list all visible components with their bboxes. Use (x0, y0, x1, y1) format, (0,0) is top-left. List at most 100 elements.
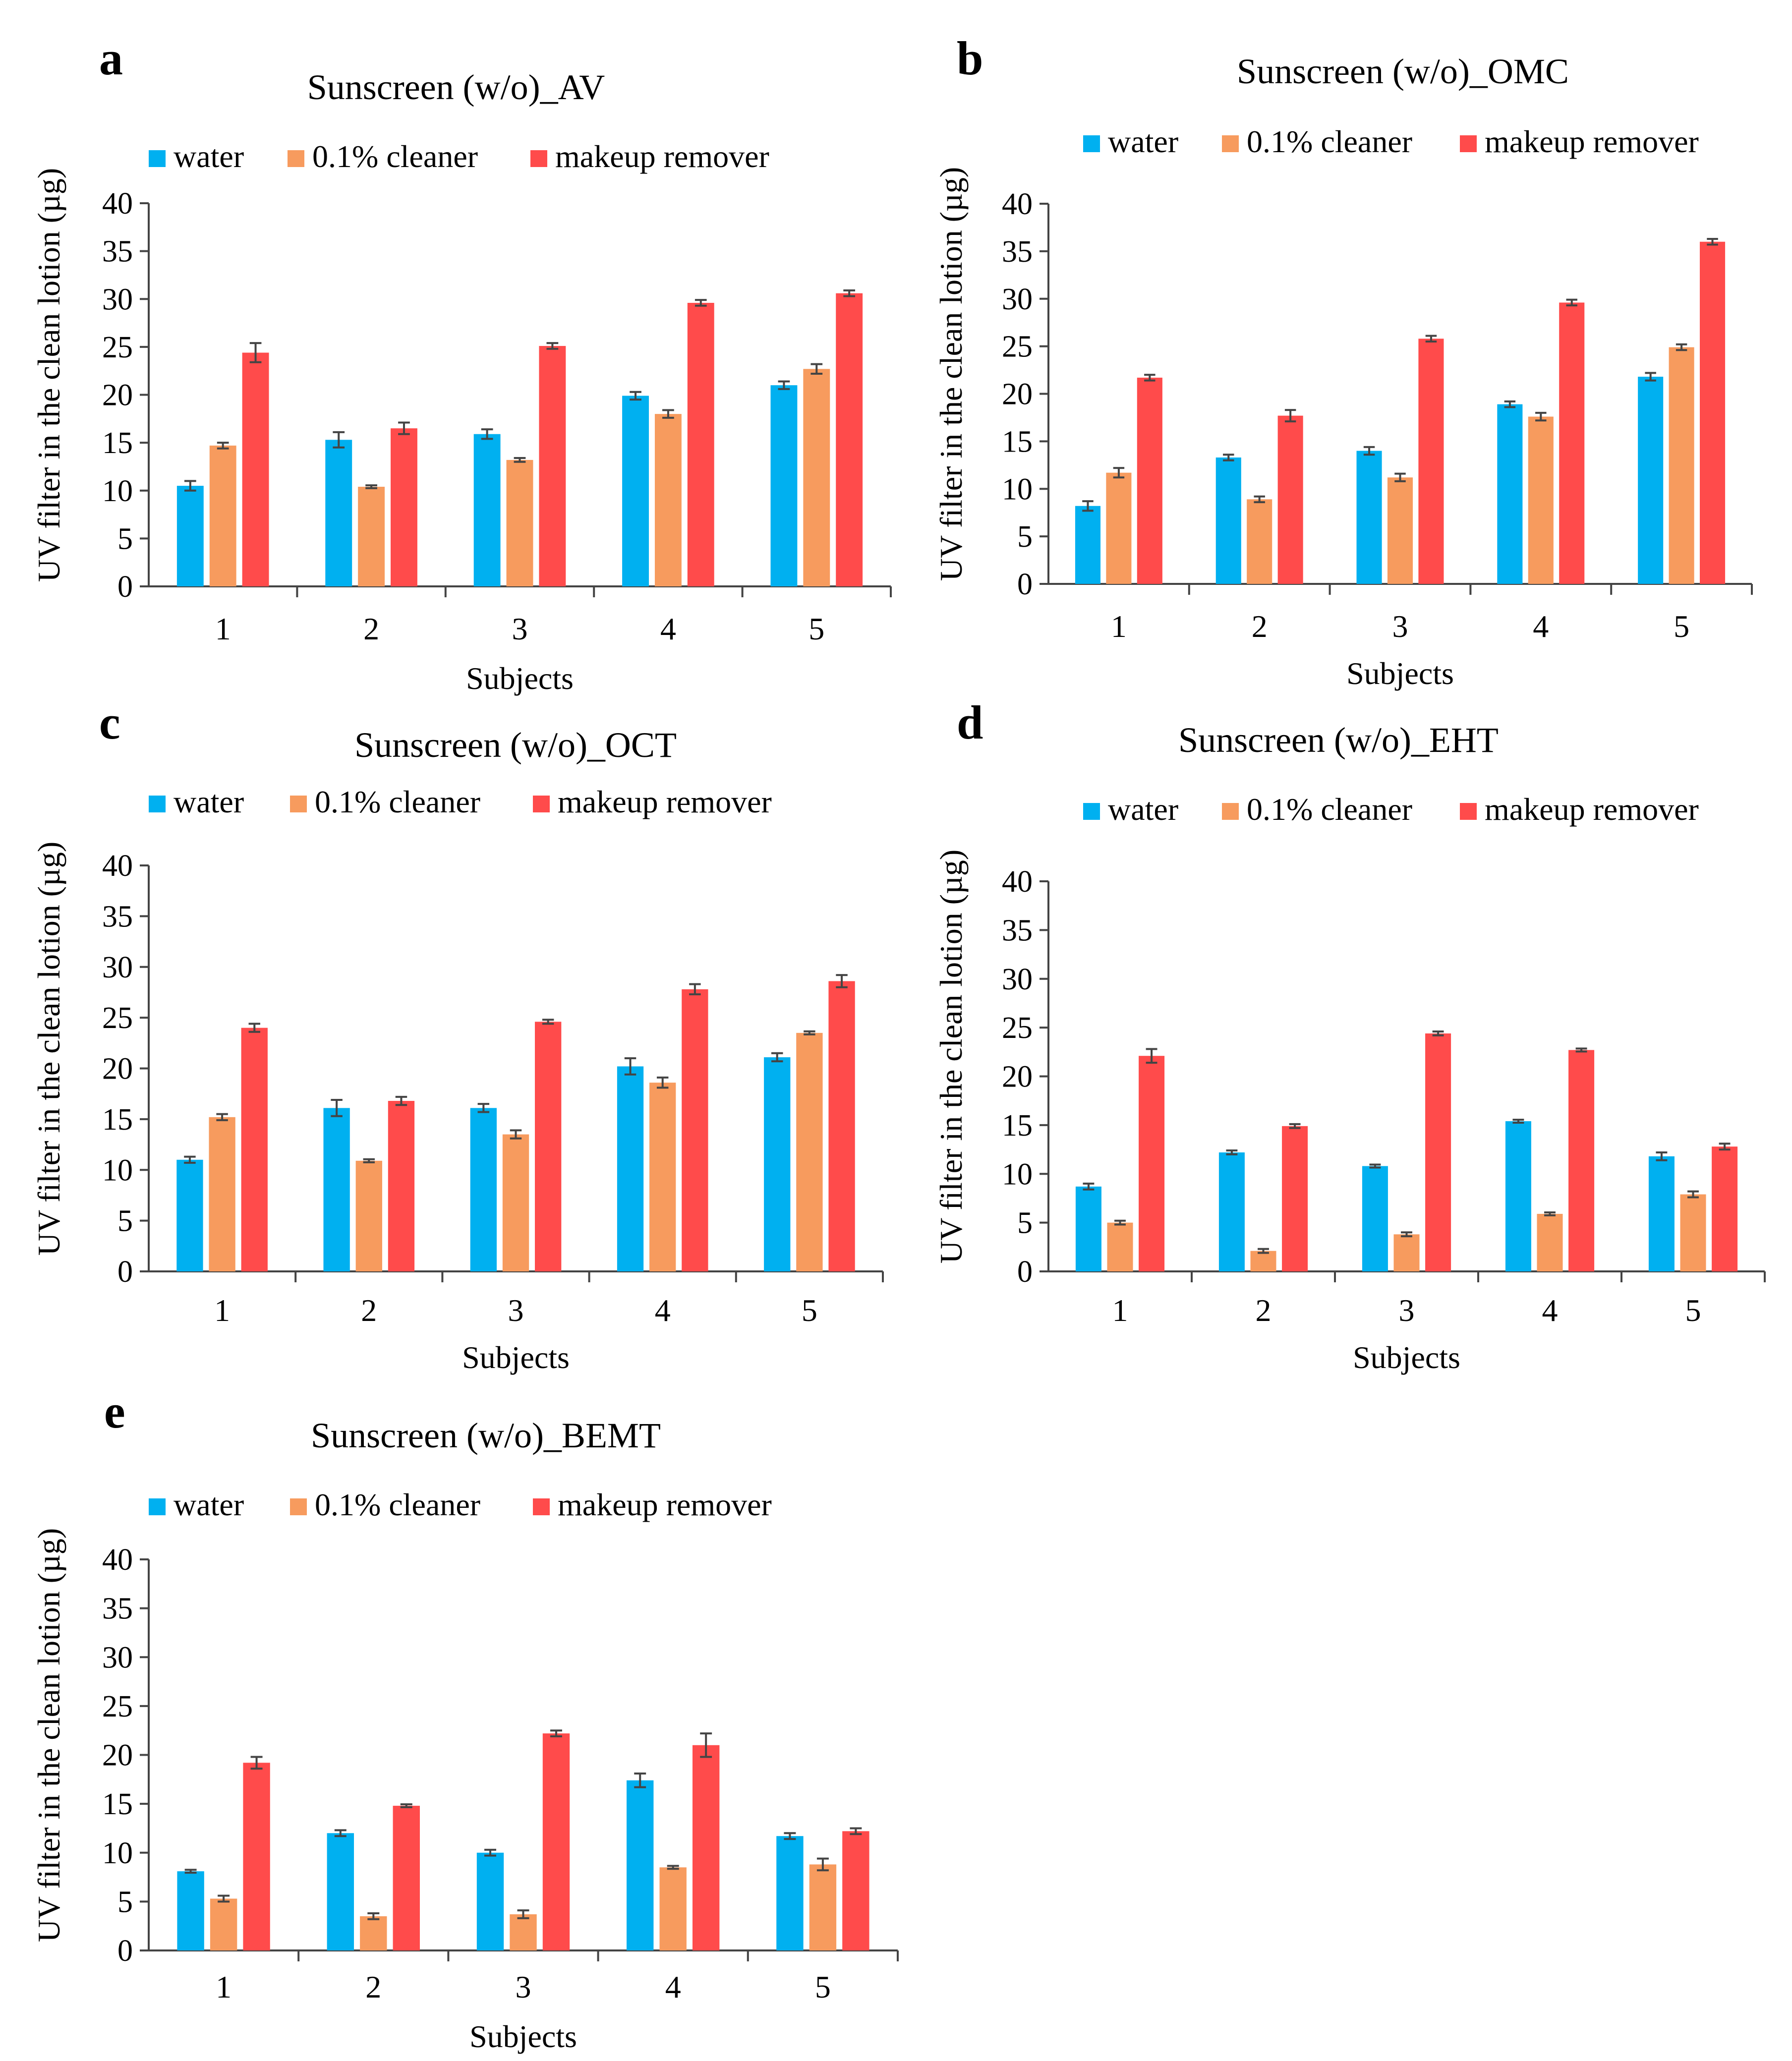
y-tick-label: 25 (102, 331, 133, 364)
bar-remover-subject-4 (1568, 1050, 1595, 1271)
panel-label: c (99, 696, 120, 749)
bar-water-subject-4 (617, 1066, 644, 1271)
bar-cleaner-subject-5 (809, 1864, 837, 1950)
y-tick-label: 0 (1017, 568, 1033, 601)
x-axis-label: Subjects (469, 2019, 577, 2054)
bar-water-subject-3 (1356, 451, 1382, 584)
bar-cleaner-subject-2 (358, 487, 385, 586)
y-axis-label: UV filter in the clean lotion (µg) (933, 850, 969, 1263)
x-tick-label: 5 (802, 1293, 817, 1328)
y-tick-label: 10 (1002, 472, 1033, 506)
y-tick-label: 35 (1002, 235, 1033, 269)
y-tick-label: 5 (117, 522, 133, 556)
y-tick-label: 25 (1002, 1011, 1033, 1045)
bar-cleaner-subject-5 (1669, 347, 1694, 584)
legend-swatch-remover (530, 150, 547, 167)
bar-water-subject-3 (1362, 1166, 1388, 1271)
legend-label-cleaner: 0.1% cleaner (315, 784, 480, 819)
legend-label-remover: makeup remover (555, 139, 769, 174)
y-tick-label: 10 (102, 474, 133, 508)
bar-water-subject-2 (323, 1108, 350, 1271)
y-tick-label: 15 (102, 1103, 133, 1137)
x-tick-label: 1 (1111, 609, 1127, 644)
bar-cleaner-subject-4 (659, 1867, 687, 1950)
bar-remover-subject-5 (1712, 1146, 1738, 1271)
bar-remover-subject-1 (1139, 1056, 1165, 1271)
bar-remover-subject-3 (535, 1022, 562, 1271)
y-tick-label: 20 (1002, 378, 1033, 411)
bar-remover-subject-5 (842, 1831, 869, 1950)
x-tick-label: 5 (815, 1969, 831, 2004)
y-tick-label: 30 (102, 1641, 133, 1674)
bar-remover-subject-3 (1425, 1033, 1451, 1271)
bar-water-subject-4 (622, 396, 649, 586)
legend: water 0.1% cleaner makeup remover (149, 139, 769, 174)
bar-water-subject-5 (1638, 376, 1664, 584)
bar-remover-subject-1 (1137, 377, 1162, 584)
x-tick-label: 2 (361, 1293, 377, 1328)
y-tick-label: 20 (102, 1052, 133, 1086)
legend-label-water: water (173, 139, 244, 174)
y-tick-label: 25 (102, 1001, 133, 1035)
y-tick-label: 30 (1002, 283, 1033, 316)
bar-cleaner-subject-5 (803, 369, 830, 586)
y-tick-label: 40 (1002, 865, 1033, 899)
bar-cleaner-subject-5 (1680, 1194, 1706, 1271)
x-tick-label: 5 (809, 611, 824, 646)
y-axis-label: UV filter in the clean lotion (µg) (31, 168, 66, 582)
x-tick-label: 1 (215, 611, 231, 646)
chart-title: Sunscreen (w/o)_OMC (1237, 52, 1569, 91)
y-tick-label: 0 (117, 1255, 133, 1289)
x-tick-label: 3 (516, 1969, 531, 2004)
legend: water 0.1% cleaner makeup remover (1083, 124, 1699, 159)
bar-remover-subject-3 (539, 345, 566, 586)
bar-water-subject-5 (770, 385, 798, 586)
y-tick-label: 30 (1002, 963, 1033, 996)
legend-label-water: water (1108, 792, 1178, 827)
legend-swatch-remover (533, 1498, 550, 1515)
legend: water 0.1% cleaner makeup remover (149, 1487, 772, 1522)
x-tick-label: 4 (655, 1293, 671, 1328)
bar-water-subject-1 (177, 1871, 204, 1950)
legend-label-remover: makeup remover (558, 1487, 772, 1522)
bar-cleaner-subject-3 (502, 1134, 529, 1271)
y-axis-label: UV filter in the clean lotion (µg) (933, 167, 969, 581)
x-tick-label: 3 (1399, 1293, 1415, 1328)
x-tick-label: 2 (365, 1969, 381, 2004)
x-tick-label: 3 (1392, 609, 1408, 644)
x-tick-label: 4 (1542, 1293, 1558, 1328)
bar-cleaner-subject-5 (796, 1032, 823, 1271)
x-axis-label: Subjects (1353, 1340, 1460, 1375)
bar-water-subject-5 (776, 1836, 804, 1950)
bar-remover-subject-4 (692, 1745, 720, 1950)
bar-cleaner-subject-4 (1528, 416, 1554, 584)
legend-label-cleaner: 0.1% cleaner (315, 1487, 480, 1522)
bar-remover-subject-2 (391, 428, 417, 586)
bar-cleaner-subject-2 (1247, 499, 1272, 584)
bar-water-subject-3 (470, 1108, 497, 1271)
legend-swatch-water (1083, 135, 1100, 152)
legend-label-remover: makeup remover (1485, 792, 1699, 827)
legend-swatch-water (1083, 803, 1100, 820)
legend-label-water: water (173, 1487, 244, 1522)
bar-water-subject-1 (176, 1159, 203, 1271)
bar-water-subject-1 (1075, 506, 1101, 584)
y-tick-label: 0 (117, 1934, 133, 1968)
legend-label-cleaner: 0.1% cleaner (1247, 792, 1412, 827)
x-tick-label: 2 (363, 611, 379, 646)
panel-label: d (957, 696, 983, 749)
y-tick-label: 0 (1017, 1255, 1033, 1289)
y-tick-label: 20 (102, 379, 133, 412)
bar-cleaner-subject-3 (506, 459, 533, 586)
legend-swatch-cleaner (290, 796, 307, 812)
bar-water-subject-2 (327, 1833, 354, 1950)
x-tick-label: 5 (1685, 1293, 1701, 1328)
bar-water-subject-4 (1505, 1121, 1531, 1271)
y-tick-label: 40 (102, 849, 133, 883)
y-tick-label: 35 (102, 1592, 133, 1626)
bar-water-subject-3 (473, 434, 501, 586)
bar-water-subject-2 (1215, 457, 1241, 584)
x-tick-label: 5 (1674, 609, 1689, 644)
